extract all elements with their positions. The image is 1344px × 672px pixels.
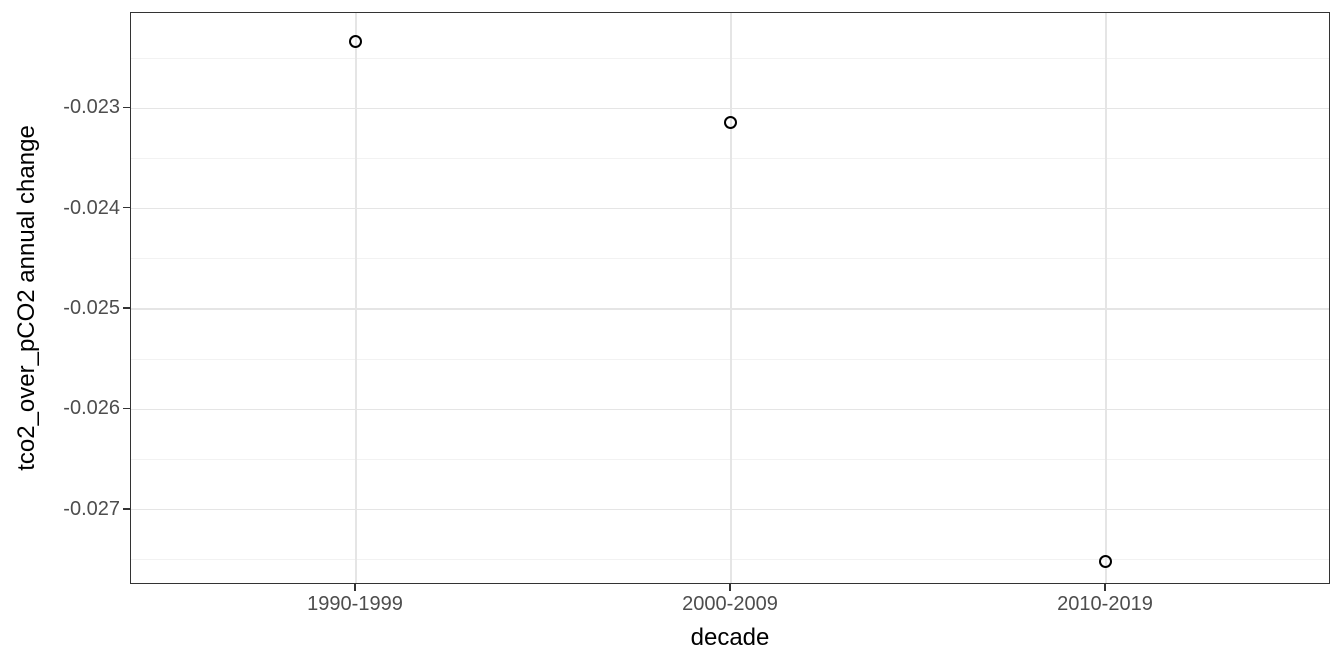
gridline-minor-y	[131, 559, 1329, 561]
y-axis-tick	[123, 307, 130, 309]
gridline-major-y	[131, 408, 1329, 411]
gridline-major-y	[131, 107, 1329, 110]
x-axis-tick	[729, 584, 731, 591]
gridline-major-x	[355, 13, 357, 583]
gridline-minor-y	[131, 459, 1329, 461]
plot-panel	[130, 12, 1330, 584]
x-axis-tick-label: 2010-2019	[1057, 593, 1153, 615]
y-axis-title: tco2_over_pCO2 annual change	[13, 125, 40, 471]
y-axis-tick	[123, 407, 130, 410]
gridline-minor-y	[131, 158, 1329, 159]
gridline-major-x	[730, 13, 732, 583]
gridline-minor-y	[131, 258, 1329, 260]
x-axis-tick	[354, 584, 356, 591]
gridline-minor-y	[131, 57, 1329, 59]
y-axis-tick-label: -0.023	[63, 96, 120, 119]
y-axis-tick	[123, 106, 130, 109]
y-axis-tick-label: -0.025	[63, 297, 120, 320]
gridline-minor-y	[131, 358, 1329, 360]
y-axis-tick	[123, 206, 130, 209]
y-axis-tick-label: -0.027	[63, 497, 120, 520]
y-axis-tick	[123, 507, 130, 510]
y-axis-tick-label: -0.026	[63, 397, 120, 420]
data-point	[724, 115, 738, 129]
x-axis-title: decade	[690, 624, 770, 651]
x-axis-tick	[1104, 584, 1106, 591]
gridline-major-y	[131, 207, 1329, 210]
gridline-major-y	[131, 508, 1329, 511]
gridline-major-y	[131, 308, 1329, 310]
y-axis-tick-label: -0.024	[63, 196, 120, 219]
x-axis-tick-label: 1990-1999	[307, 593, 403, 615]
x-axis-tick-label: 2000-2009	[682, 593, 778, 615]
data-point	[349, 35, 363, 49]
gridline-major-x	[1105, 13, 1107, 583]
data-point	[1099, 555, 1113, 569]
